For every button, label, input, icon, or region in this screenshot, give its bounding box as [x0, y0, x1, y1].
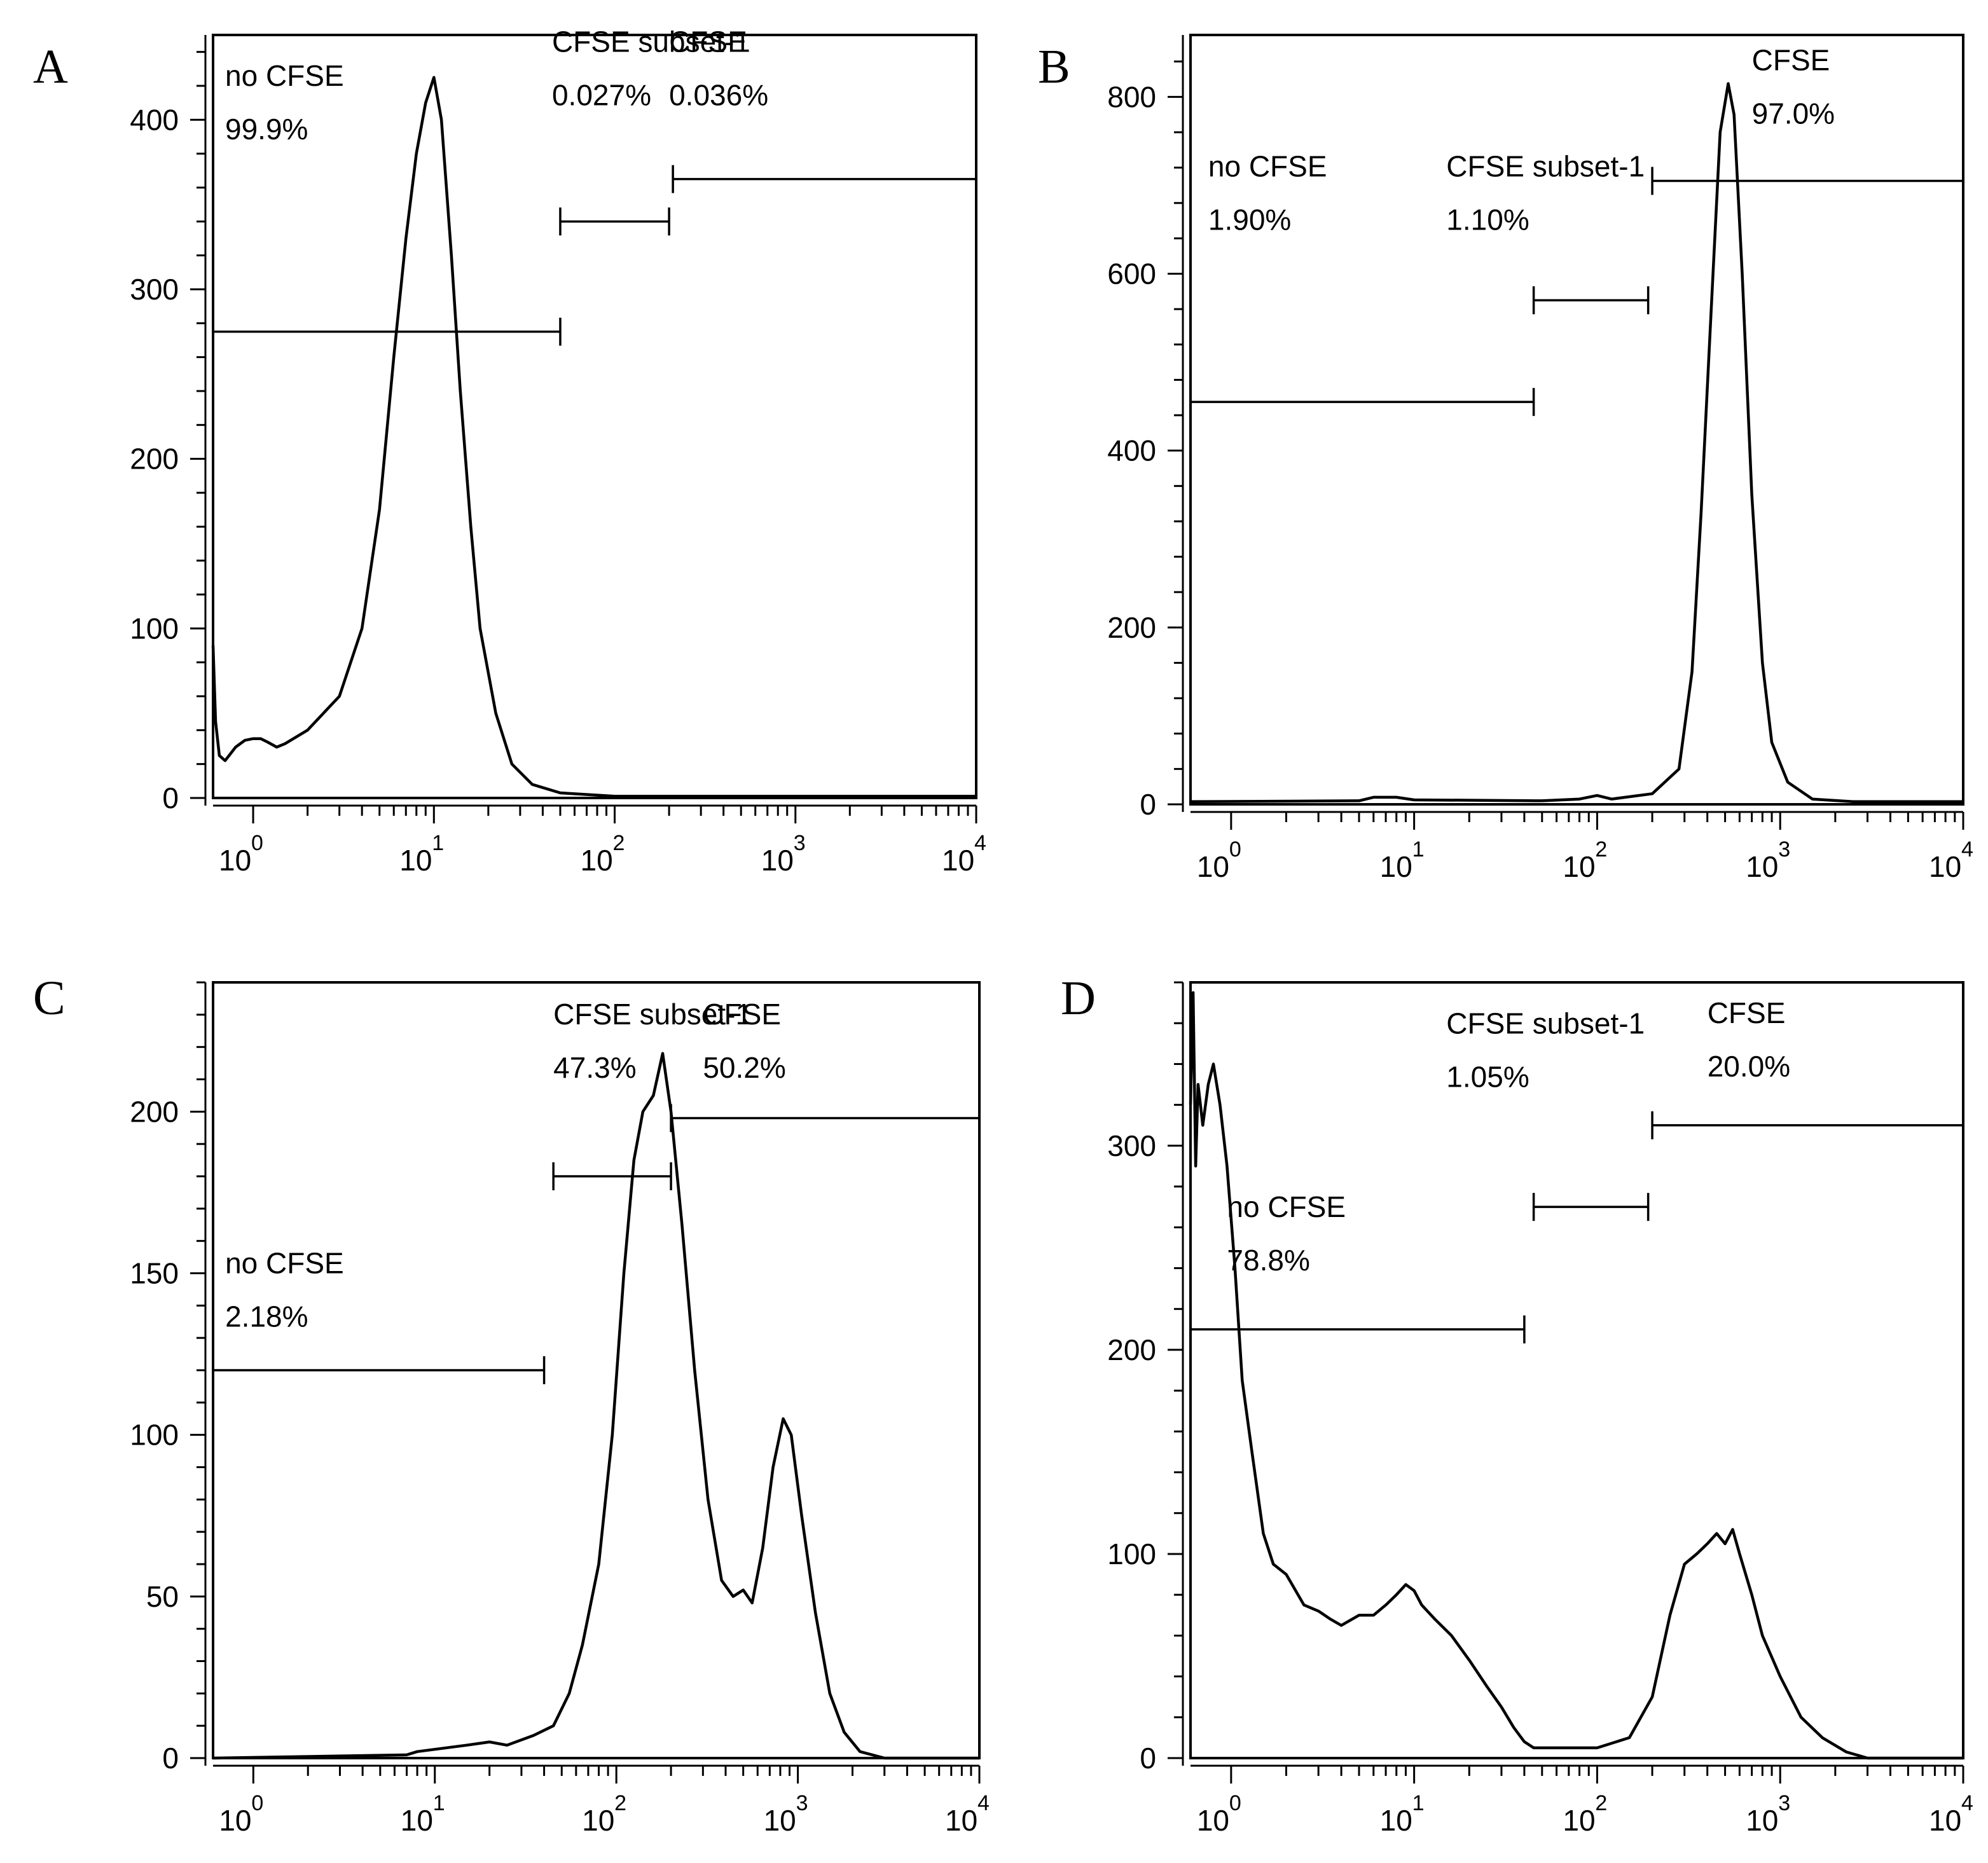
- x-tick-exponent: 2: [1595, 837, 1607, 862]
- x-tick-exponent: 3: [1778, 837, 1790, 862]
- x-tick-label: 10: [1929, 850, 1961, 883]
- panel-letter: A: [33, 40, 68, 93]
- x-tick-label: 10: [1746, 1804, 1778, 1837]
- x-tick-label: 10: [942, 844, 974, 877]
- y-tick-label: 600: [1107, 258, 1156, 291]
- plot-frame: [212, 34, 977, 799]
- gate-percent-label: 47.3%: [553, 1051, 636, 1084]
- gate-name-label: no CFSE: [1208, 150, 1327, 183]
- x-tick-label: 10: [764, 1804, 796, 1837]
- gate-name-label: no CFSE: [1227, 1190, 1346, 1223]
- panel-letter: D: [1061, 972, 1096, 1025]
- gate-name-label: CFSE subset-1: [553, 998, 752, 1031]
- x-tick-exponent: 0: [1229, 1791, 1241, 1815]
- gate-name-label: CFSE: [703, 998, 781, 1031]
- gate-name-label: CFSE: [1708, 996, 1786, 1029]
- x-tick-exponent: 2: [1595, 1791, 1607, 1815]
- gate-percent-label: 99.9%: [225, 113, 308, 146]
- x-tick-label: 10: [401, 1804, 433, 1837]
- y-tick-label: 0: [162, 781, 179, 815]
- gate-percent-label: 78.8%: [1227, 1244, 1309, 1277]
- x-tick-exponent: 0: [251, 831, 263, 855]
- x-tick-label: 10: [399, 844, 432, 877]
- y-tick-label: 200: [130, 1095, 179, 1128]
- gate-name-label: no CFSE: [225, 59, 344, 92]
- x-tick-exponent: 0: [251, 1791, 263, 1815]
- x-tick-exponent: 4: [977, 1791, 990, 1815]
- histogram-curve: [211, 76, 976, 798]
- y-tick-label: 100: [130, 612, 179, 645]
- panel-letter: B: [1038, 40, 1070, 93]
- y-tick-label: 0: [1140, 1742, 1156, 1775]
- x-tick-label: 10: [1380, 850, 1412, 883]
- plot-frame: [1189, 34, 1964, 806]
- x-tick-label: 10: [219, 1804, 251, 1837]
- x-tick-label: 10: [1380, 1804, 1412, 1837]
- x-tick-label: 10: [1197, 850, 1229, 883]
- x-tick-exponent: 0: [1229, 837, 1241, 862]
- gate-percent-label: 2.18%: [225, 1300, 308, 1333]
- x-tick-exponent: 4: [974, 831, 986, 855]
- x-tick-label: 10: [581, 844, 613, 877]
- y-tick-label: 100: [130, 1419, 179, 1452]
- x-tick-exponent: 3: [794, 831, 806, 855]
- y-tick-label: 150: [130, 1257, 179, 1290]
- gate-name-label: CFSE: [669, 25, 747, 58]
- x-tick-exponent: 1: [432, 831, 444, 855]
- gate-percent-label: 97.0%: [1752, 97, 1835, 130]
- x-tick-label: 10: [1563, 1804, 1595, 1837]
- y-tick-label: 200: [130, 443, 179, 476]
- x-tick-exponent: 3: [1778, 1791, 1790, 1815]
- gate-name-label: CFSE: [1752, 44, 1830, 77]
- y-tick-label: 800: [1107, 80, 1156, 113]
- y-tick-label: 200: [1107, 611, 1156, 644]
- x-tick-label: 10: [761, 844, 794, 877]
- histogram-curve: [1190, 82, 1963, 804]
- gate-percent-label: 1.90%: [1208, 203, 1291, 237]
- histogram-curve: [1189, 991, 1963, 1760]
- x-tick-label: 10: [1746, 850, 1778, 883]
- gate-percent-label: 20.0%: [1708, 1050, 1790, 1083]
- x-tick-label: 10: [1197, 1804, 1229, 1837]
- gate-name-label: CFSE subset-1: [1446, 1007, 1645, 1040]
- y-tick-label: 400: [1107, 434, 1156, 467]
- gate-percent-label: 1.10%: [1446, 203, 1529, 237]
- gate-name-label: CFSE subset-1: [1446, 150, 1645, 183]
- x-tick-exponent: 4: [1961, 837, 1973, 862]
- y-tick-label: 300: [1107, 1129, 1156, 1162]
- x-tick-label: 10: [219, 844, 251, 877]
- y-tick-label: 300: [130, 273, 179, 306]
- plot-frame: [1189, 981, 1964, 1759]
- x-tick-exponent: 1: [1412, 1791, 1425, 1815]
- x-tick-exponent: 2: [614, 1791, 626, 1815]
- gate-percent-label: 0.036%: [669, 79, 768, 112]
- histogram-curve: [212, 1052, 979, 1760]
- gate-percent-label: 50.2%: [703, 1051, 785, 1084]
- y-tick-label: 50: [146, 1580, 179, 1613]
- x-tick-label: 10: [1929, 1804, 1961, 1837]
- x-tick-exponent: 1: [433, 1791, 445, 1815]
- y-tick-label: 0: [162, 1742, 179, 1775]
- x-tick-exponent: 3: [796, 1791, 808, 1815]
- panel-letter: C: [33, 972, 66, 1025]
- gate-percent-label: 0.027%: [552, 79, 651, 112]
- y-tick-label: 400: [130, 103, 179, 136]
- y-tick-label: 100: [1107, 1537, 1156, 1571]
- gate-name-label: CFSE subset-1: [552, 25, 750, 58]
- x-tick-exponent: 4: [1961, 1791, 1973, 1815]
- x-tick-label: 10: [582, 1804, 614, 1837]
- x-tick-label: 10: [1563, 850, 1595, 883]
- x-tick-exponent: 2: [613, 831, 625, 855]
- y-tick-label: 0: [1140, 788, 1156, 821]
- x-tick-exponent: 1: [1412, 837, 1425, 862]
- x-tick-label: 10: [945, 1804, 977, 1837]
- gate-percent-label: 1.05%: [1446, 1060, 1529, 1093]
- y-tick-label: 200: [1107, 1333, 1156, 1366]
- gate-name-label: no CFSE: [225, 1247, 344, 1280]
